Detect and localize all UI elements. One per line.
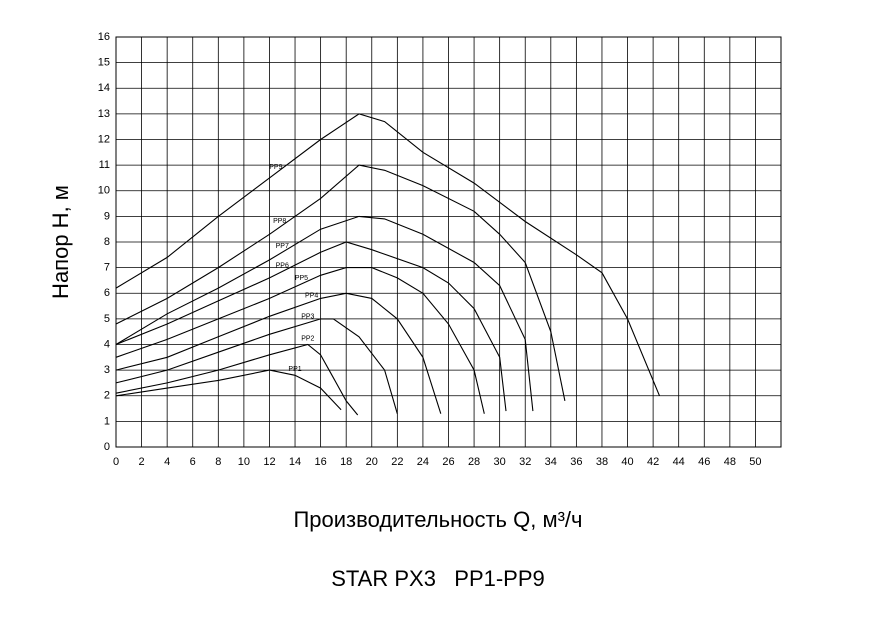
series-label: PP6 — [276, 262, 289, 269]
series-line — [115, 267, 485, 414]
y-tick-label: 13 — [98, 108, 110, 120]
x-tick-label: 2 — [139, 456, 145, 468]
x-tick-label: 14 — [289, 456, 301, 468]
y-tick-label: 0 — [104, 441, 110, 453]
series-line — [115, 241, 507, 412]
series-line — [115, 292, 442, 414]
x-tick-label: 6 — [190, 456, 196, 468]
x-tick-label: 16 — [314, 456, 326, 468]
y-tick-label: 14 — [98, 82, 110, 94]
x-axis-label: Производительность Q, м³/ч — [293, 507, 582, 532]
series-label: PP2 — [301, 335, 314, 342]
x-tick-label: 34 — [545, 456, 557, 468]
y-tick-label: 16 — [98, 31, 110, 43]
x-tick-label: 20 — [366, 456, 378, 468]
x-tick-label: 18 — [340, 456, 352, 468]
series-label: PP7 — [276, 243, 289, 250]
x-tick-label: 8 — [215, 456, 221, 468]
y-tick-label: 7 — [104, 262, 110, 274]
y-tick-label: 12 — [98, 133, 110, 145]
y-tick-label: 11 — [99, 159, 110, 171]
series-line — [115, 318, 398, 414]
x-tick-label: 26 — [442, 456, 454, 468]
y-tick-label: 9 — [104, 210, 110, 222]
y-tick-label: 6 — [104, 287, 110, 299]
x-tick-label: 22 — [391, 456, 403, 468]
series-label: PP4 — [305, 292, 318, 299]
y-tick-label: 8 — [104, 236, 110, 248]
y-tick-label: 2 — [104, 390, 110, 402]
x-tick-label: 42 — [647, 456, 659, 468]
x-tick-label: 40 — [621, 456, 633, 468]
series-label: PP9 — [269, 164, 282, 171]
series-line — [115, 215, 534, 412]
series-line — [115, 369, 342, 411]
x-tick-label: 0 — [113, 456, 119, 468]
y-tick-label: 15 — [98, 57, 110, 69]
x-tick-label: 32 — [519, 456, 531, 468]
x-tick-label: 38 — [596, 456, 608, 468]
y-axis-label: Напор H, м — [48, 185, 73, 299]
x-tick-label: 48 — [724, 456, 736, 468]
series-label: PP5 — [295, 275, 308, 282]
x-tick-label: 30 — [494, 456, 506, 468]
x-tick-label: 4 — [164, 456, 170, 468]
y-tick-label: 10 — [98, 185, 110, 197]
chart-title: STAR PX3 PP1-PP9 — [331, 566, 545, 591]
series-label: PP8 — [273, 218, 286, 225]
series-line — [115, 343, 359, 416]
series-label: PP1 — [288, 366, 301, 373]
x-tick-label: 46 — [698, 456, 710, 468]
x-tick-label: 44 — [673, 456, 685, 468]
y-tick-label: 5 — [104, 313, 110, 325]
y-tick-label: 1 — [104, 415, 110, 427]
x-tick-label: 28 — [468, 456, 480, 468]
x-tick-label: 36 — [570, 456, 582, 468]
series-line — [115, 164, 566, 402]
x-tick-label: 12 — [263, 456, 275, 468]
series-line — [115, 113, 661, 397]
x-tick-label: 24 — [417, 456, 429, 468]
y-tick-label: 4 — [104, 338, 110, 350]
series-label: PP3 — [301, 314, 314, 321]
x-tick-label: 50 — [749, 456, 761, 468]
y-tick-label: 3 — [104, 364, 110, 376]
x-tick-label: 10 — [238, 456, 250, 468]
